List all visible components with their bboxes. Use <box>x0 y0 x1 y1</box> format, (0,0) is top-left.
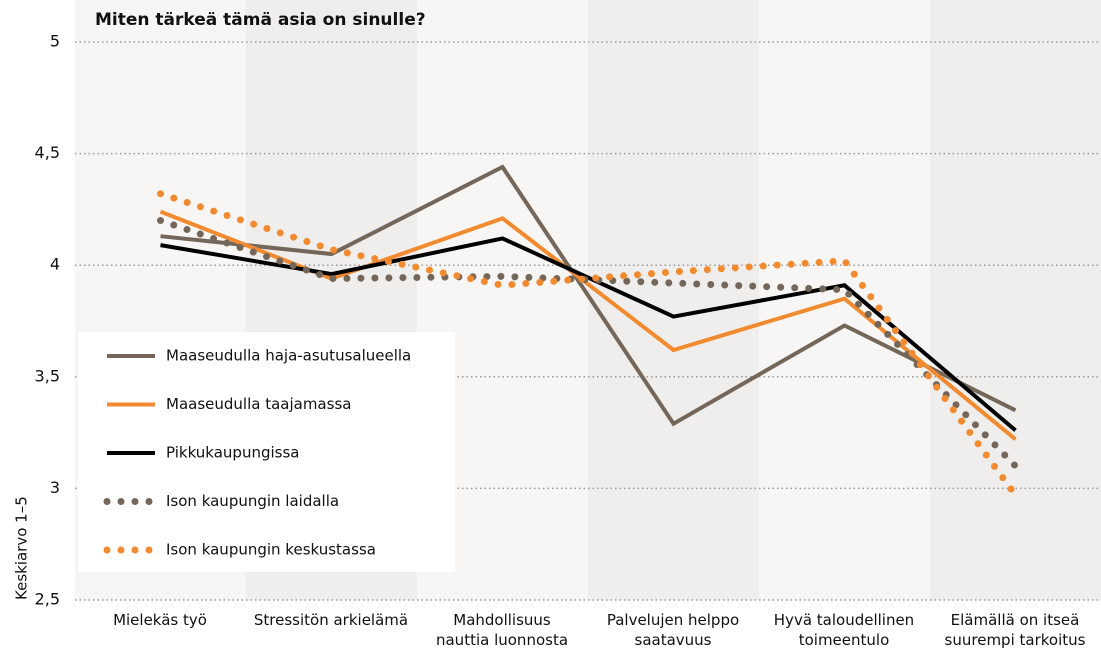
x-tick-label: Palvelujen helppo saatavuus <box>606 611 740 649</box>
legend-label: Maaseudulla taajamassa <box>166 395 351 413</box>
y-tick-label: 5 <box>50 32 60 51</box>
y-axis-label: Keskiarvo 1–5 <box>13 496 31 600</box>
series-line <box>160 164 1017 427</box>
legend-label: Pikkukaupungissa <box>166 444 299 462</box>
x-tick-label: Hyvä taloudellinen toimeentulo <box>773 611 915 649</box>
x-tick-label: Mahdollisuus nauttia luonnosta <box>435 611 569 649</box>
x-tick-label: Mielekäs työ <box>113 611 207 629</box>
category-band <box>588 0 759 600</box>
y-tick-label: 3,5 <box>35 366 60 385</box>
x-tick-label: Stressitön arkielämä <box>253 611 409 629</box>
series-line <box>157 217 1019 470</box>
category-band <box>930 0 1101 600</box>
legend-label: Ison kaupungin laidalla <box>166 492 339 510</box>
y-tick-label: 4,5 <box>35 143 60 162</box>
x-tick-label: Elämällä on itseä suurempi tarkoitus <box>944 611 1086 649</box>
y-tick-label: 3 <box>50 478 60 497</box>
chart-title: Miten tärkeä tämä asia on sinulle? <box>95 10 426 30</box>
legend-label: Ison kaupungin keskustassa <box>166 541 376 559</box>
y-tick-label: 2,5 <box>35 590 60 609</box>
y-tick-label: 4 <box>50 255 60 274</box>
legend-label: Maaseudulla haja-asutusalueella <box>166 347 411 365</box>
